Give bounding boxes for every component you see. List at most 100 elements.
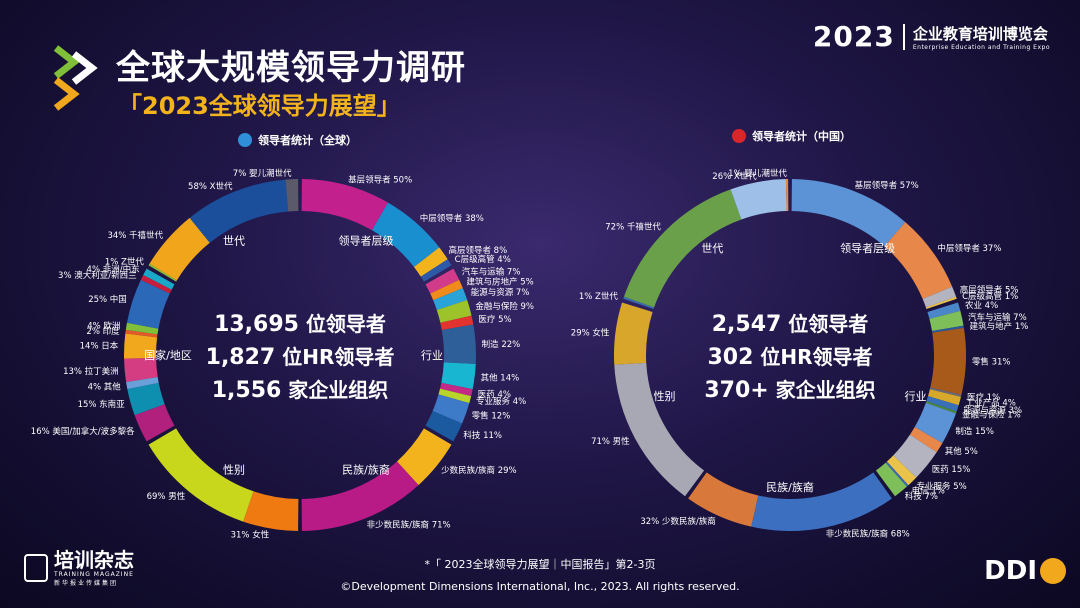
donut-global: 基层领导者 50% 中层领导者 38% 高层领导者 8%C层级高管 4% 领导者层级汽…	[31, 168, 534, 540]
donut-segment	[148, 428, 254, 522]
group-label: 国家/地区	[144, 348, 192, 362]
legend-global-label: 领导者统计（全球）	[258, 134, 357, 147]
donut-segment	[140, 275, 172, 294]
group-label: 领导者层级	[339, 235, 394, 248]
stat-china-leaders-txt: 位领导者	[788, 312, 869, 336]
donut-segment	[930, 327, 967, 395]
donut-segment	[396, 428, 452, 486]
donut-segment	[927, 302, 961, 319]
segment-label: 7% 婴儿潮世代	[233, 168, 292, 179]
segment-label: 零售 12%	[472, 410, 511, 421]
donut-segment	[885, 461, 909, 487]
segment-label: 能源与资源 3%	[963, 405, 1022, 416]
donut-segment	[886, 455, 917, 486]
donut-segment	[928, 389, 961, 406]
stat-china-orgs-txt: 家企业组织	[775, 378, 876, 402]
segment-label: 1% 婴儿潮世代	[728, 168, 787, 179]
segment-label: 15% 东南亚	[78, 399, 126, 410]
segment-label: 71% 男性	[591, 436, 630, 447]
footer-note: *「 2023全球领导力展望｜中国报告」第2-3页	[424, 558, 656, 571]
segment-label: 中层领导者 37%	[937, 243, 1001, 254]
segment-label: 能源与资源 7%	[471, 287, 530, 298]
donut-segment	[438, 388, 472, 404]
donut-segment	[614, 362, 705, 497]
donut-segment	[285, 179, 299, 212]
training-magazine-logo: 培训杂志 TRAINING MAGAZINE 新华报业传媒集团	[24, 549, 134, 587]
donut-segment	[125, 329, 158, 338]
donut-segment	[143, 268, 175, 290]
segment-label: 58% X世代	[188, 181, 233, 192]
segment-label: 25% 中国	[88, 294, 127, 305]
donut-segment	[623, 296, 655, 309]
donut-segment	[893, 434, 937, 478]
segment-label: 零售 31%	[972, 357, 1011, 368]
donut-segment	[785, 179, 789, 212]
segment-label: 3% 澳大利亚/新西兰	[58, 270, 137, 281]
donut-segment	[430, 279, 463, 301]
stat-china-hr-txt: 位HR领导者	[760, 345, 873, 369]
chevron-logo-icon	[53, 45, 98, 111]
magazine-sub: 新华报业传媒集团	[54, 580, 119, 587]
donut-segment	[925, 401, 957, 414]
segment-label: C层级高管 1%	[962, 291, 1018, 302]
segment-label: 制造 15%	[955, 426, 994, 437]
group-label: 性别	[223, 462, 245, 476]
copyright: ©Development Dimensions International, I…	[340, 580, 740, 593]
donut-segment	[126, 377, 159, 390]
segment-label: 电信 1%	[912, 485, 945, 496]
donut-segment	[922, 286, 957, 308]
segment-label: 其他 14%	[481, 372, 520, 383]
donut-segment	[124, 333, 158, 359]
segment-label: 农业 4%	[965, 300, 998, 311]
segment-label: 科技 7%	[905, 491, 938, 502]
donut-segment	[730, 179, 787, 220]
donut-segment	[425, 411, 463, 442]
magazine-icon	[24, 554, 48, 582]
segment-label: 其他 5%	[945, 446, 978, 457]
stat-china-hr-num: 302	[707, 345, 754, 370]
donut-segment	[436, 300, 472, 323]
donut-segment	[791, 179, 906, 247]
segment-label: 建筑与房地产 5%	[467, 277, 534, 288]
segment-label: 金融与保险 1%	[962, 409, 1021, 420]
group-label: 行业	[421, 349, 443, 362]
ddi-logo: DDI	[984, 556, 1066, 586]
donut-segment	[614, 302, 653, 365]
segment-label: 4% 非洲/中东	[87, 264, 140, 275]
donut-segment	[926, 396, 959, 412]
stat-china-orgs-num: 370+	[704, 378, 769, 403]
segment-label: 汽车与运输 7%	[968, 312, 1027, 323]
segment-label: 非少数民族/族裔 71%	[367, 519, 451, 530]
donut-segment	[127, 382, 165, 416]
stat-global-orgs-txt: 家企业组织	[288, 378, 389, 402]
donut-segment	[134, 404, 175, 442]
donut-segment	[751, 472, 892, 531]
group-label: 领导者层级	[840, 242, 895, 255]
legend-global: 领导者统计（全球）	[238, 132, 357, 148]
donut-segment	[914, 402, 956, 444]
donut-segment	[372, 202, 440, 267]
expo-name-en: Enterprise Education and Training Expo	[912, 43, 1050, 51]
donut-segment	[432, 394, 470, 424]
donut-segment	[929, 387, 962, 397]
segment-label: 2% 印度	[86, 326, 120, 337]
group-label: 行业	[905, 390, 927, 403]
donut-segment	[925, 296, 957, 309]
segment-label: 少数民族/族裔 29%	[441, 465, 516, 476]
segment-label: 制造 22%	[482, 339, 521, 350]
segment-label: 高层领导者 8%	[448, 245, 507, 256]
segment-label: 16% 美国/加拿大/波多黎各	[31, 426, 135, 437]
segment-label: 72% 千禧世代	[605, 222, 661, 233]
magazine-name-en: TRAINING MAGAZINE	[54, 571, 134, 578]
donut-segment	[688, 472, 759, 527]
expo-year: 2023	[812, 20, 895, 53]
donut-segment	[413, 247, 448, 277]
donut-segment	[441, 362, 476, 390]
donut-segment	[243, 491, 299, 531]
segment-label: 1% Z世代	[579, 291, 619, 302]
segment-label: 汽车与运输 7%	[462, 266, 521, 277]
segment-label: 医药 15%	[932, 464, 971, 475]
ddi-text: DDI	[984, 556, 1037, 586]
stats-china: 2,547 位领导者 302 位HR领导者 370+ 家企业组织	[680, 308, 900, 407]
